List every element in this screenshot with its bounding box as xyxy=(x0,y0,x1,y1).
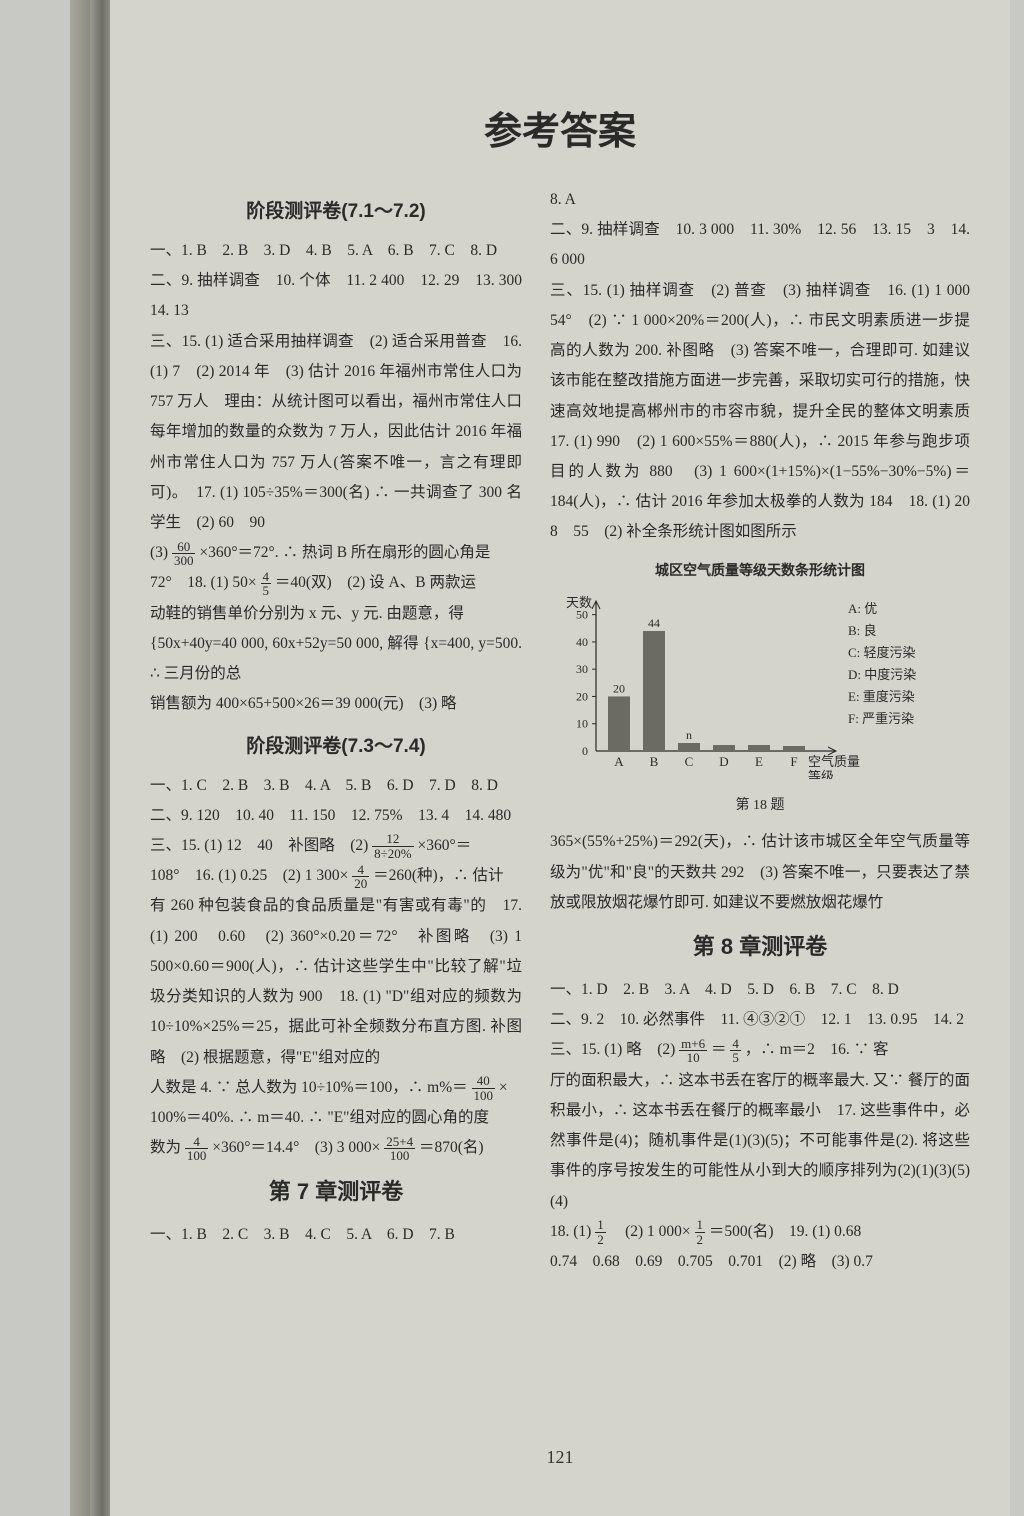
chart-title: 城区空气质量等级天数条形统计图 xyxy=(550,558,970,585)
text-line: 365×(55%+25%)＝292(天)，∴ 估计该市城区全年空气质量等级为"优… xyxy=(550,827,970,918)
fraction: 420 xyxy=(352,863,369,891)
fraction: m+610 xyxy=(679,1037,707,1065)
svg-text:20: 20 xyxy=(576,689,588,703)
fraction: 12 xyxy=(695,1218,706,1246)
text-line: 三、15. (1) 适合采用抽样调查 (2) 适合采用普查 16. (1) 7 … xyxy=(150,327,522,539)
left-column: 阶段测评卷(7.1～7.2) 一、1. B 2. B 3. D 4. B 5. … xyxy=(150,185,522,1277)
two-columns: 阶段测评卷(7.1～7.2) 一、1. B 2. B 3. D 4. B 5. … xyxy=(150,185,970,1277)
text-line: 一、1. D 2. B 3. A 4. D 5. D 6. B 7. C 8. … xyxy=(550,975,970,1005)
text-line: 108° 16. (1) 0.25 (2) 1 300× 420 ＝260(种)… xyxy=(150,861,522,891)
fraction: 60300 xyxy=(172,540,196,568)
text-line: 72° 18. (1) 50× 45 ＝40(双) (2) 设 A、B 两款运 xyxy=(150,568,522,598)
text-line: 8. A xyxy=(550,185,970,215)
text-line: 二、9. 抽样调查 10. 3 000 11. 30% 12. 56 13. 1… xyxy=(550,215,970,275)
svg-text:B: 良: B: 良 xyxy=(848,623,877,638)
svg-text:E: E xyxy=(755,754,763,769)
svg-text:50: 50 xyxy=(576,608,588,622)
svg-text:空气质量: 空气质量 xyxy=(808,754,860,769)
fraction: 45 xyxy=(261,570,272,598)
svg-text:n: n xyxy=(686,728,692,742)
text-line: 销售额为 400×65+500×26＝39 000(元) (3) 略 xyxy=(150,689,522,719)
svg-text:0: 0 xyxy=(582,744,588,758)
svg-text:F: F xyxy=(790,754,797,769)
svg-text:D: D xyxy=(719,754,728,769)
fraction: 12 xyxy=(595,1218,606,1246)
page-content: 参考答案 阶段测评卷(7.1～7.2) 一、1. B 2. B 3. D 4. … xyxy=(110,0,1010,1516)
text-line: 三、15. (1) 抽样调查 (2) 普查 (3) 抽样调查 16. (1) 1… xyxy=(550,276,970,548)
fraction: 4100 xyxy=(185,1135,209,1163)
section-title-71-72: 阶段测评卷(7.1～7.2) xyxy=(150,193,522,230)
fraction: 45 xyxy=(730,1037,741,1065)
fraction: 25+4100 xyxy=(384,1135,415,1163)
text-line: (3) 60300 ×360°＝72°. ∴ 热词 B 所在扇形的圆心角是 xyxy=(150,538,522,568)
bar-chart-q18: 城区空气质量等级天数条形统计图 天数10203040500A20B44CnDEF… xyxy=(550,554,970,824)
page-number: 121 xyxy=(547,1447,574,1468)
text-line: 二、9. 抽样调查 10. 个体 11. 2 400 12. 29 13. 30… xyxy=(150,266,522,326)
svg-text:A: 优: A: 优 xyxy=(848,601,877,616)
svg-text:等级: 等级 xyxy=(808,769,834,779)
section-title-ch8: 第 8 章测评卷 xyxy=(550,926,970,969)
svg-text:A: A xyxy=(614,754,624,769)
section-title-ch7: 第 7 章测评卷 xyxy=(150,1171,522,1214)
text-line: 100%＝40%. ∴ m＝40. ∴ "E"组对应的圆心角的度 xyxy=(150,1103,522,1133)
chart-svg: 天数10203040500A20B44CnDEF空气质量等级A: 优B: 良C:… xyxy=(550,589,970,790)
text-line: 0.74 0.68 0.69 0.705 0.701 (2) 略 (3) 0.7 xyxy=(550,1247,970,1277)
svg-text:20: 20 xyxy=(613,681,625,695)
svg-text:E: 重度污染: E: 重度污染 xyxy=(848,689,915,704)
text-line: 二、9. 2 10. 必然事件 11. ④③②① 12. 1 13. 0.95 … xyxy=(550,1005,970,1035)
text-line: 18. (1) 12 (2) 1 000× 12 ＝500(名) 19. (1)… xyxy=(550,1217,970,1247)
chart-caption: 第 18 题 xyxy=(550,792,970,819)
text-line: 厅的面积最大，∴ 这本书丢在客厅的概率最大. 又∵ 餐厅的面积最小，∴ 这本书丢… xyxy=(550,1066,970,1217)
text-line: 一、1. B 2. C 3. B 4. C 5. A 6. D 7. B xyxy=(150,1220,522,1250)
text-line: 有 260 种包装食品的食品质量是"有害或有毒"的 17. (1) 200 0.… xyxy=(150,891,522,1072)
text-line: {50x+40y=40 000, 60x+52y=50 000, 解得 {x=4… xyxy=(150,629,522,689)
text-line: 一、1. B 2. B 3. D 4. B 5. A 6. B 7. C 8. … xyxy=(150,236,522,266)
text-line: 一、1. C 2. B 3. B 4. A 5. B 6. D 7. D 8. … xyxy=(150,771,522,801)
text-line: 动鞋的销售单价分别为 x 元、y 元. 由题意，得 xyxy=(150,599,522,629)
text-line: 人数是 4. ∵ 总人数为 10÷10%＝100，∴ m%＝ 40100 × xyxy=(150,1073,522,1103)
fraction: 128÷20% xyxy=(372,832,413,860)
section-title-73-74: 阶段测评卷(7.3～7.4) xyxy=(150,728,522,765)
page-binding-shadow xyxy=(70,0,90,1516)
svg-text:D: 中度污染: D: 中度污染 xyxy=(848,667,916,682)
svg-text:C: C xyxy=(685,754,694,769)
svg-text:10: 10 xyxy=(576,717,588,731)
right-column: 8. A 二、9. 抽样调查 10. 3 000 11. 30% 12. 56 … xyxy=(550,185,970,1277)
text-line: 数为 4100 ×360°＝14.4° (3) 3 000× 25+4100 ＝… xyxy=(150,1133,522,1163)
svg-text:B: B xyxy=(650,754,659,769)
text-line: 三、15. (1) 略 (2) m+610 ＝ 45 ，∴ m＝2 16. ∵ … xyxy=(550,1035,970,1065)
text-line: 三、15. (1) 12 40 补图略 (2) 128÷20% ×360°＝ xyxy=(150,831,522,861)
svg-text:40: 40 xyxy=(576,635,588,649)
text-line: 二、9. 120 10. 40 11. 150 12. 75% 13. 4 14… xyxy=(150,801,522,831)
svg-text:F: 严重污染: F: 严重污染 xyxy=(848,711,914,726)
svg-text:44: 44 xyxy=(648,616,660,630)
svg-text:C: 轻度污染: C: 轻度污染 xyxy=(848,645,916,660)
fraction: 40100 xyxy=(472,1074,496,1102)
main-title: 参考答案 xyxy=(150,100,970,155)
svg-text:30: 30 xyxy=(576,662,588,676)
